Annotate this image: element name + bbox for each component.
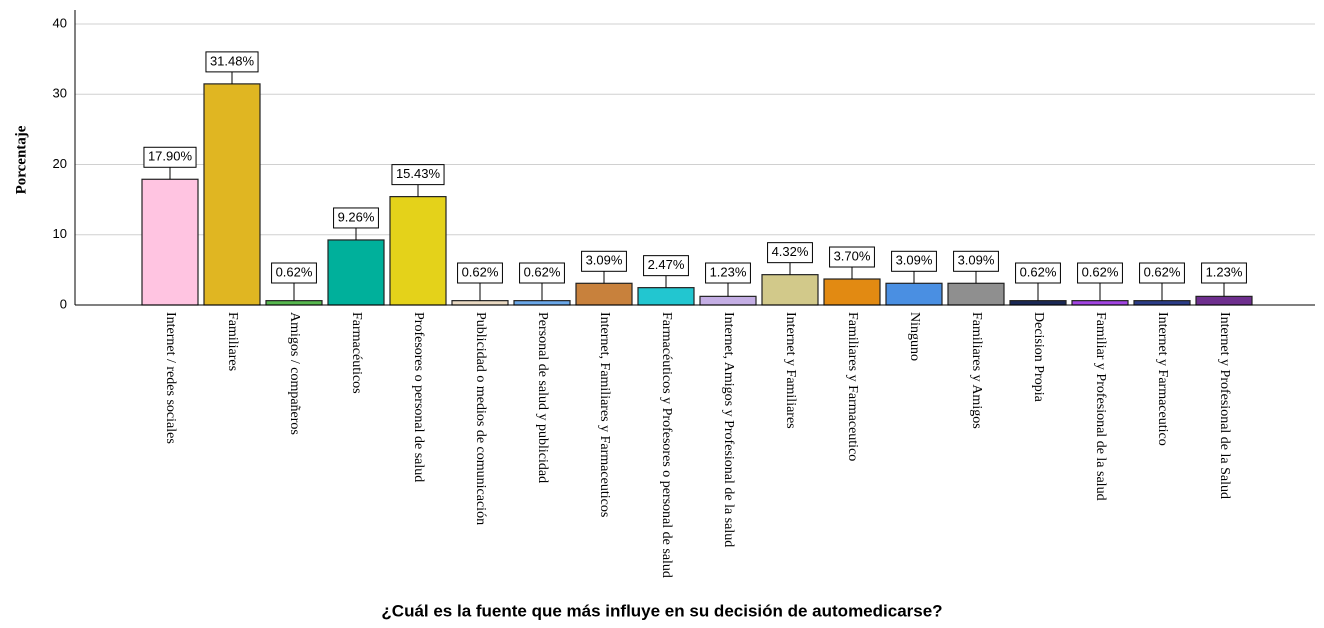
bar	[1195, 295, 1253, 306]
bar	[637, 287, 695, 306]
data-label-box	[391, 164, 445, 186]
data-label: 0.62%	[1144, 264, 1181, 279]
bar	[885, 282, 943, 306]
x-tick-label: Farmacéuticos y Profesores o personal de…	[659, 312, 674, 578]
x-tick-label: Internet y Farmaceutico	[1155, 312, 1170, 446]
bar	[761, 274, 819, 306]
x-tick-label: Familiares y Amigos	[969, 312, 984, 429]
data-label-box	[953, 250, 999, 272]
data-label: 0.62%	[1082, 264, 1119, 279]
bar	[513, 300, 571, 306]
bar	[265, 300, 323, 306]
y-tick-label: 10	[53, 226, 67, 241]
x-tick-label: Internet, Amigos y Profesional de la sal…	[721, 312, 736, 548]
bar	[203, 83, 261, 306]
data-label-box	[1139, 262, 1185, 284]
y-tick-label: 40	[53, 15, 67, 30]
x-tick-label: Familiar y Profesional de la salud	[1093, 312, 1108, 501]
bar	[1071, 300, 1129, 306]
data-label: 0.62%	[524, 264, 561, 279]
bar	[823, 278, 881, 306]
data-label: 3.09%	[586, 253, 623, 268]
x-tick-label: Personal de salud y publicidad	[535, 312, 550, 484]
data-label-box	[1201, 262, 1247, 284]
data-label: 0.62%	[462, 264, 499, 279]
data-label-box	[829, 246, 875, 268]
x-tick-label: Familiares	[225, 312, 240, 372]
bar	[141, 178, 199, 306]
bar	[327, 239, 385, 306]
data-label-box	[1077, 262, 1123, 284]
bar	[947, 282, 1005, 306]
x-axis-title: ¿Cuál es la fuente que más influye en su…	[381, 601, 942, 620]
data-label: 1.23%	[710, 264, 747, 279]
data-label-box	[143, 146, 197, 168]
y-tick-label: 0	[60, 296, 67, 311]
data-label: 1.23%	[1206, 264, 1243, 279]
bar	[1133, 300, 1191, 306]
x-tick-label: Farmacéuticos	[349, 312, 364, 394]
x-tick-label: Internet y Profesional de la Salud	[1217, 312, 1232, 500]
data-label-box	[891, 250, 937, 272]
data-label: 17.90%	[148, 149, 193, 164]
x-tick-label: Internet / redes sociales	[163, 312, 178, 444]
x-tick-label: Decision Propia	[1031, 312, 1046, 402]
data-label-box	[1015, 262, 1061, 284]
data-label: 9.26%	[338, 209, 375, 224]
data-label-box	[271, 262, 317, 284]
x-tick-label: Profesores o personal de salud	[411, 312, 426, 483]
data-label-box	[705, 262, 751, 284]
data-label-box	[205, 51, 259, 73]
y-tick-label: 20	[53, 156, 67, 171]
data-label: 3.70%	[834, 248, 871, 263]
bar	[699, 295, 757, 306]
data-label: 0.62%	[1020, 264, 1057, 279]
bar	[575, 282, 633, 306]
x-tick-label: Publicidad o medios de comunicación	[473, 312, 488, 526]
data-label-box	[581, 250, 627, 272]
data-label: 15.43%	[396, 166, 441, 181]
data-label-box	[767, 242, 813, 264]
y-axis-title: Porcentaje	[13, 125, 29, 194]
data-label: 3.09%	[958, 253, 995, 268]
x-tick-label: Familiares y Farmaceutico	[845, 312, 860, 462]
y-tick-label: 30	[53, 86, 67, 101]
bar	[451, 300, 509, 306]
data-label-box	[519, 262, 565, 284]
data-label-box	[333, 207, 379, 229]
x-tick-label: Internet, Familiares y Farmaceuticos	[597, 312, 612, 518]
data-label: 3.09%	[896, 253, 933, 268]
data-label: 0.62%	[276, 264, 313, 279]
data-label-box	[643, 255, 689, 277]
data-label: 4.32%	[772, 244, 809, 259]
x-tick-label: Ninguno	[907, 312, 922, 361]
data-label-box	[457, 262, 503, 284]
data-label: 31.48%	[210, 53, 255, 68]
x-tick-label: Internet y Familiares	[783, 312, 798, 429]
data-label: 2.47%	[648, 257, 685, 272]
x-tick-label: Amigos / compañeros	[287, 312, 302, 435]
bar	[389, 196, 447, 306]
bar	[1009, 300, 1067, 306]
